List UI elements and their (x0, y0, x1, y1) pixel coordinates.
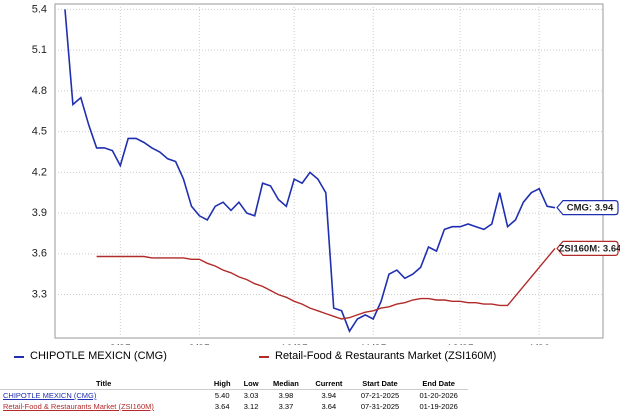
callout-label: ZSI160M: 3.64 (559, 243, 620, 254)
legend-swatch (259, 356, 269, 358)
legend-label: Retail-Food & Restaurants Market (ZSI160… (275, 350, 497, 362)
column-header: Title (0, 378, 208, 390)
table-header: Title High Low Median Current Start Date End D… (0, 378, 468, 390)
legend: CHIPOTLE MEXICN (CMG) Retail-Food & Resta… (14, 348, 614, 366)
column-header: Low (237, 378, 265, 390)
plot-frame (54, 3, 604, 339)
callout-label: CMG: 3.94 (567, 203, 614, 214)
column-header: High (207, 378, 238, 390)
end-callout: ZSI160M: 3.64 (556, 240, 620, 256)
table-cell: 07-31-2025 (360, 402, 400, 411)
table-row: CHIPOTLE MEXICN (CMG) 5.40 3.03 3.98 3.94 07-… (0, 390, 468, 402)
table-cell: 01-20-2026 (419, 391, 458, 400)
table-cell: 3.03 (243, 391, 259, 400)
table-cell: 3.64 (214, 402, 230, 411)
chart: 3.3 3.6 3.9 4.2 4.5 4.8 5.1 5.4 8/25 9/25 10/25 11/… (32, 3, 620, 345)
table-cell: 3.64 (321, 402, 337, 411)
summary-table: Title High Low Median Current Start Date End D… (0, 378, 468, 412)
column-header: Current (307, 378, 351, 390)
series-line (64, 9, 556, 333)
table-cell: 5.40 (214, 391, 230, 400)
callout-box (556, 200, 619, 216)
table-cell: Retail-Food & Restaurants Market (ZSI160… (3, 402, 154, 411)
legend-label: CHIPOTLE MEXICN (CMG) (30, 350, 167, 362)
column-header: Start Date (350, 378, 410, 390)
table-cell: 3.37 (278, 402, 294, 411)
table-cell: 07-21-2025 (360, 391, 400, 400)
x-tick-label: 8/25 (110, 343, 131, 345)
series-line (96, 247, 556, 320)
table-cell: 3.94 (321, 391, 337, 400)
y-tick-label: 4.8 (32, 85, 47, 97)
y-tick-label: 5.4 (32, 3, 47, 15)
end-callout: CMG: 3.94 (556, 200, 619, 216)
table-cell: 3.98 (278, 391, 294, 400)
y-tick-label: 4.5 (32, 126, 47, 138)
column-header: Median (264, 378, 307, 390)
table-cell: CHIPOTLE MEXICN (CMG) (3, 391, 97, 400)
y-tick-label: 3.3 (32, 288, 47, 300)
y-tick-label: 5.1 (32, 44, 47, 56)
y-tick-label: 3.6 (32, 248, 47, 260)
table-cell: 3.12 (243, 402, 259, 411)
x-tick-label: 1/26 (528, 343, 549, 345)
x-tick-label: 12/25 (446, 343, 474, 345)
y-tick-label: 3.9 (32, 207, 47, 219)
x-tick-label: 9/25 (189, 343, 210, 345)
table-row: Retail-Food & Restaurants Market (ZSI160… (0, 401, 468, 412)
callout-box (556, 240, 619, 256)
x-tick-label: 10/25 (280, 343, 308, 345)
y-tick-label: 4.2 (32, 166, 47, 178)
table-cell: 01-19-2026 (419, 402, 458, 411)
column-header: End Date (409, 378, 468, 390)
legend-swatch (14, 356, 24, 358)
x-tick-label: 11/25 (360, 343, 387, 345)
